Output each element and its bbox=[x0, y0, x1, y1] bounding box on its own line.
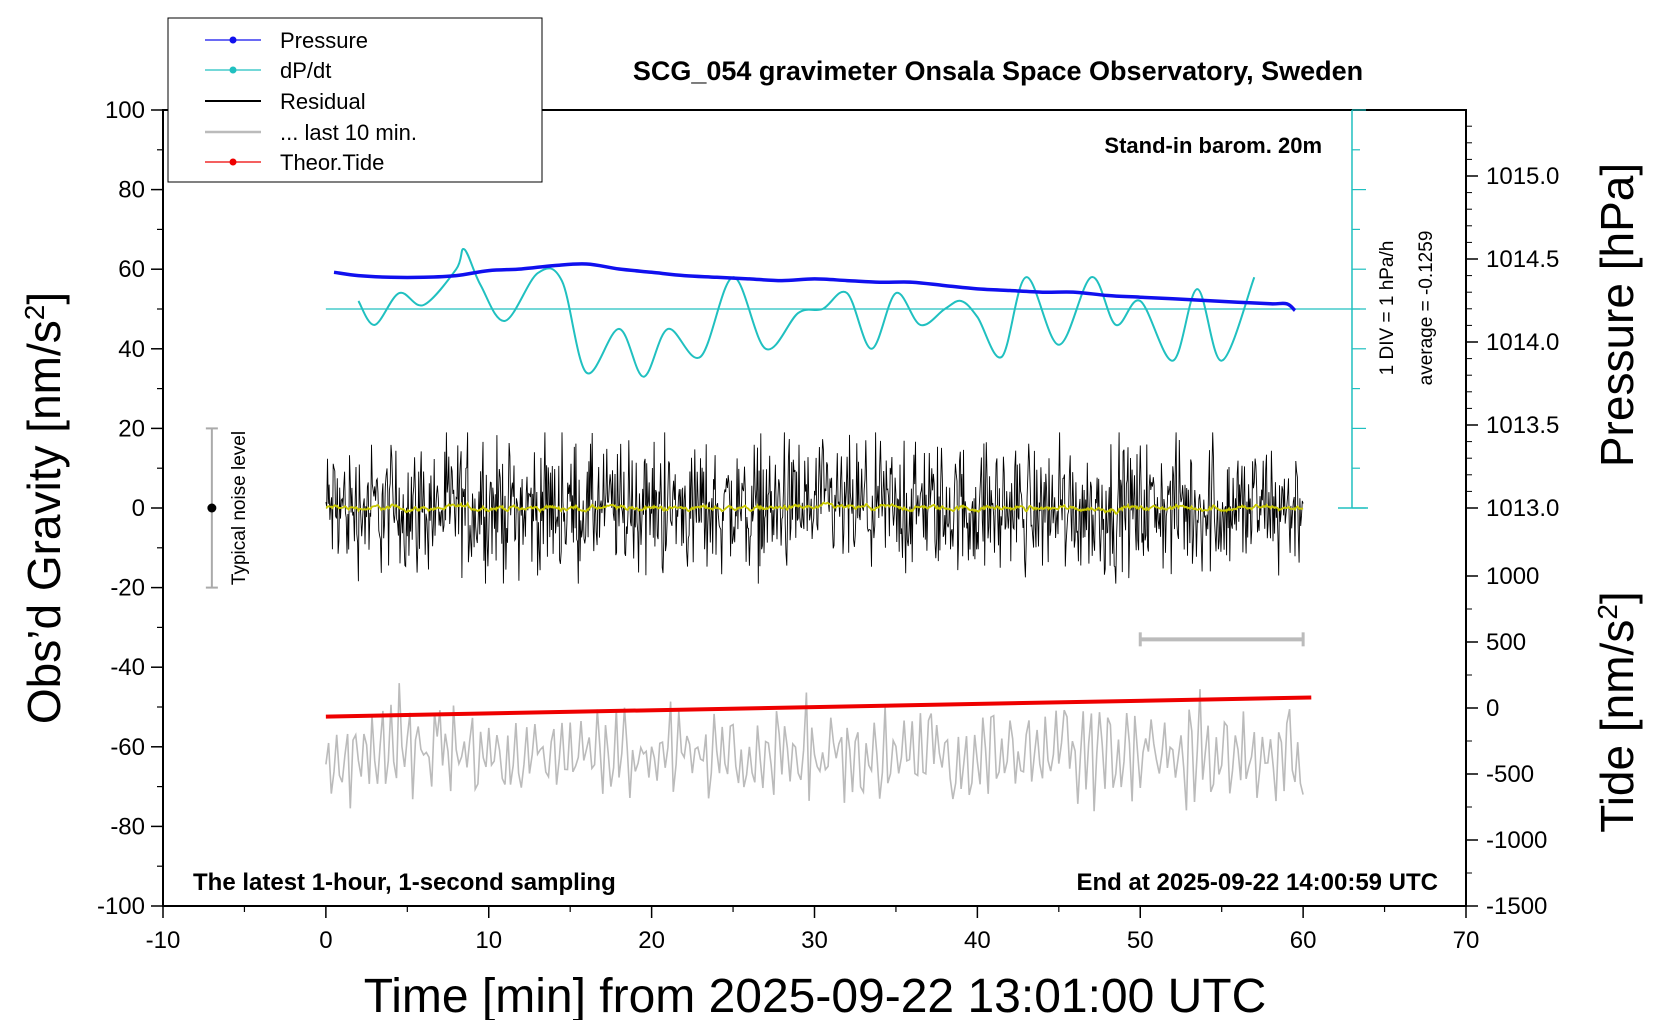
x-tick-label: 60 bbox=[1290, 927, 1317, 954]
average-label: average = -0.1259 bbox=[1416, 231, 1437, 386]
y-axis-gravity: -100 -80 -60 -40 -20 0 20 40 60 80 100 bbox=[97, 97, 163, 920]
x-axis-label: Time [min] from 2025-09-22 13:01:00 UTC bbox=[364, 970, 1267, 1020]
tide-tick-label: -500 bbox=[1486, 761, 1534, 788]
tide-tick-label: 500 bbox=[1486, 629, 1526, 656]
legend-label-pressure: Pressure bbox=[280, 28, 368, 53]
tide-tick-label: -1000 bbox=[1486, 827, 1547, 854]
legend-entry-residual: Residual bbox=[205, 89, 366, 114]
pressure-tick-label: 1013.0 bbox=[1486, 495, 1559, 522]
y-tick-label: -20 bbox=[110, 575, 145, 602]
legend-entry-pressure: Pressure bbox=[205, 28, 368, 53]
legend: Pressure dP/dt Residual ... last 10 min.… bbox=[167, 17, 543, 183]
y-axis-pressure: 1013.0 1013.5 1014.0 1014.5 1015.0 bbox=[1466, 125, 1559, 522]
legend-label-dpdt: dP/dt bbox=[280, 58, 331, 83]
tide-tick-label: 1000 bbox=[1486, 563, 1539, 590]
legend-entry-last10: ... last 10 min. bbox=[205, 120, 417, 145]
dpdt-scale-axis bbox=[325, 109, 1368, 509]
x-tick-label: 40 bbox=[964, 927, 991, 954]
residual-line bbox=[325, 432, 1304, 584]
y-tick-label: 60 bbox=[118, 256, 145, 283]
pressure-tick-label: 1014.0 bbox=[1486, 329, 1559, 356]
legend-label-residual: Residual bbox=[280, 89, 366, 114]
y-tick-label: 20 bbox=[118, 415, 145, 442]
pressure-tick-label: 1015.0 bbox=[1486, 163, 1559, 190]
legend-entry-tide: Theor.Tide bbox=[205, 150, 384, 175]
dpdt-series bbox=[357, 247, 1256, 378]
noise-bar-dot bbox=[207, 503, 217, 513]
x-tick-label: 50 bbox=[1127, 927, 1154, 954]
residual-smoothed-line bbox=[325, 501, 1304, 515]
bottom-right-note: End at 2025-09-22 14:00:59 UTC bbox=[1077, 869, 1439, 896]
pressure-series bbox=[333, 262, 1297, 312]
tide-line bbox=[325, 695, 1312, 719]
y-tick-label: -60 bbox=[110, 734, 145, 761]
y-axis-label: Obs’d Gravity [nm/s2] bbox=[18, 292, 70, 724]
tide-series bbox=[325, 695, 1312, 719]
noise-label: Typical noise level bbox=[229, 431, 250, 585]
legend-label-last10: ... last 10 min. bbox=[280, 120, 417, 145]
pressure-line bbox=[333, 262, 1297, 312]
pressure-axis-label: Pressure [hPa] bbox=[1591, 163, 1643, 467]
last10-window-bar bbox=[1138, 632, 1305, 647]
tide-tick-label: 0 bbox=[1486, 695, 1499, 722]
residual-smoothed-series bbox=[325, 501, 1304, 515]
x-tick-label: 30 bbox=[801, 927, 828, 954]
y-tick-label: 0 bbox=[132, 495, 145, 522]
y-tick-label: -40 bbox=[110, 654, 145, 681]
x-tick-label: 70 bbox=[1453, 927, 1480, 954]
pressure-tick-label: 1013.5 bbox=[1486, 412, 1559, 439]
tide-axis-label: Tide [nm/s2] bbox=[1591, 591, 1643, 832]
last10-series bbox=[325, 683, 1304, 812]
noise-level-bar bbox=[205, 427, 218, 589]
y-axis-tide: 1000 500 0 -500 -1000 -1500 bbox=[1466, 563, 1547, 920]
y-tick-label: 100 bbox=[105, 97, 145, 124]
y-tick-label: 80 bbox=[118, 177, 145, 204]
legend-entry-dpdt: dP/dt bbox=[205, 58, 331, 83]
x-tick-label: -10 bbox=[146, 927, 181, 954]
tide-tick-label: -1500 bbox=[1486, 893, 1547, 920]
y-tick-label: -80 bbox=[110, 813, 145, 840]
barometer-note: Stand-in barom. 20m bbox=[1104, 133, 1322, 158]
dpdt-line bbox=[357, 247, 1256, 378]
x-tick-label: 10 bbox=[475, 927, 502, 954]
y-tick-label: -100 bbox=[97, 893, 145, 920]
y-tick-label: 40 bbox=[118, 336, 145, 363]
chart-title: SCG_054 gravimeter Onsala Space Observat… bbox=[633, 56, 1363, 86]
legend-label-tide: Theor.Tide bbox=[280, 150, 384, 175]
residual-series bbox=[325, 432, 1304, 584]
x-tick-label: 20 bbox=[638, 927, 665, 954]
div-label: 1 DIV = 1 hPa/h bbox=[1377, 241, 1398, 376]
pressure-tick-label: 1014.5 bbox=[1486, 246, 1559, 273]
x-tick-label: 0 bbox=[319, 927, 332, 954]
x-axis: -10 0 10 20 30 40 50 60 70 bbox=[146, 906, 1480, 954]
last10-line bbox=[325, 683, 1304, 812]
bottom-left-note: The latest 1-hour, 1-second sampling bbox=[193, 869, 616, 896]
